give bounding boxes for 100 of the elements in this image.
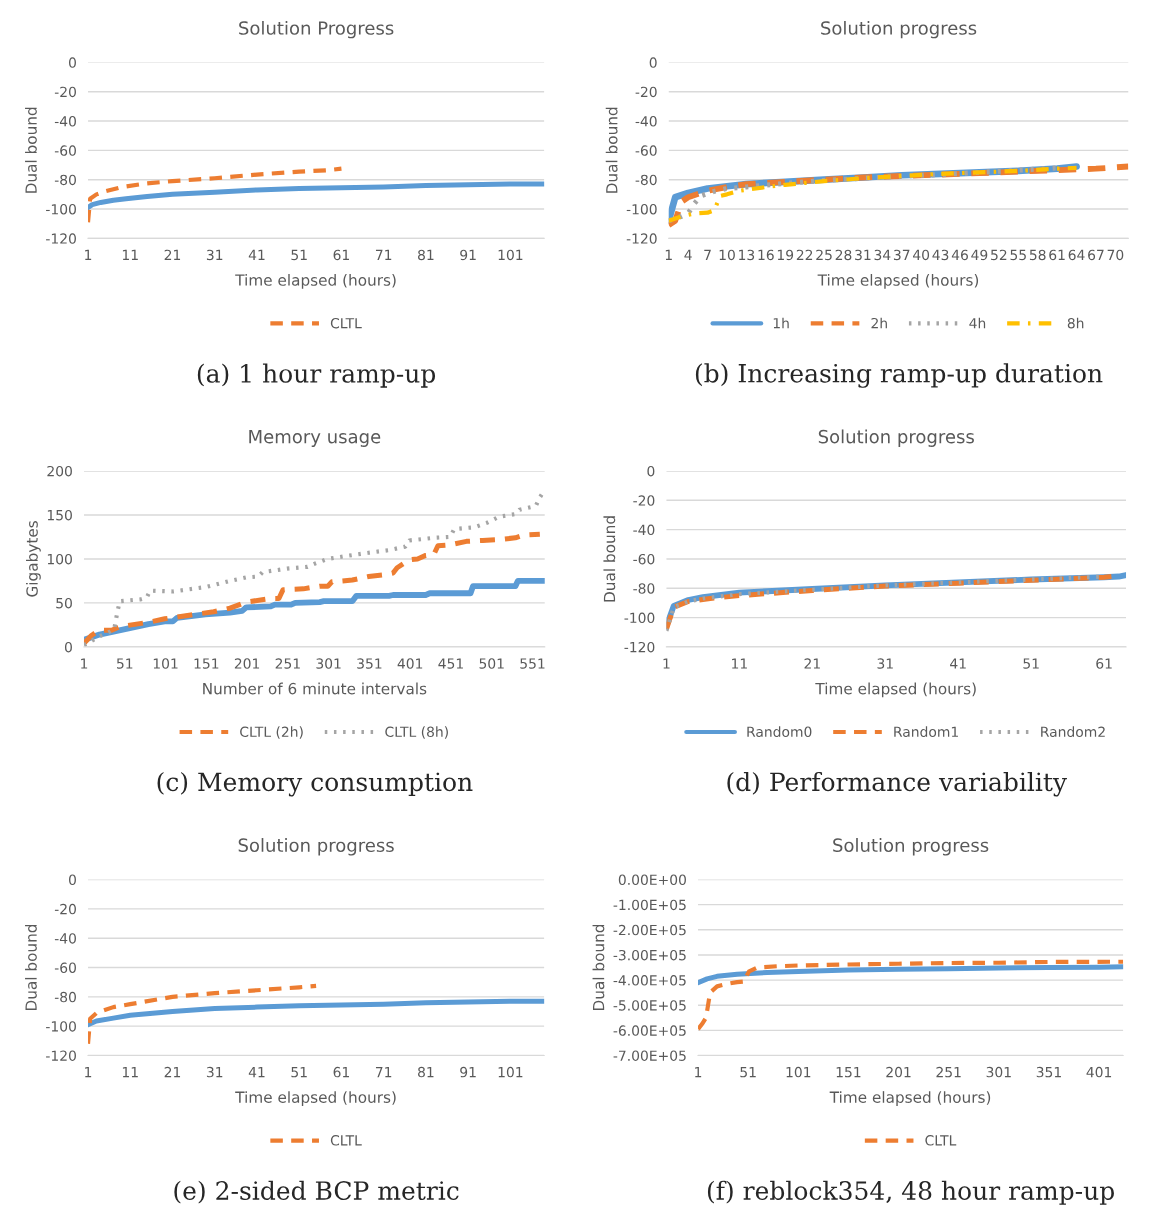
x-tick-label: 49: [971, 249, 988, 261]
y-tick-label: 0: [68, 57, 76, 68]
text: (b) Increasing ramp-up duration: [695, 363, 1103, 388]
y-tick-label: -100: [46, 1021, 76, 1032]
x-tick-label: 31: [206, 1066, 223, 1078]
y-tick-label: -2.00E+05: [613, 924, 686, 936]
legend-label: CLTL (2h): [240, 726, 303, 739]
x-tick-label: 71: [375, 249, 392, 260]
x-tick-label: 70: [1107, 249, 1124, 261]
chart-title: Solution progress: [238, 838, 394, 856]
x-tick-label: 64: [1068, 249, 1085, 261]
x-tick-label: 46: [951, 249, 968, 261]
x-tick-label: 34: [874, 249, 891, 261]
x-tick-label: 71: [375, 1067, 392, 1078]
y-tick-label: -20: [633, 495, 655, 506]
x-tick-label: 1: [663, 658, 670, 669]
x-tick-label: 51: [1023, 658, 1039, 669]
x-tick-label: 301: [316, 658, 341, 669]
y-tick-label: -20: [635, 86, 657, 98]
legend-label: Random0: [747, 726, 812, 738]
x-axis-title: Time elapsed (hours): [235, 274, 396, 289]
y-tick-label: -60: [54, 962, 76, 973]
y-tick-label: -80: [635, 174, 657, 186]
y-tick-label: -80: [54, 174, 76, 186]
x-tick-label: 31: [855, 249, 871, 261]
x-tick-label: 91: [460, 249, 476, 261]
x-tick-label: 251: [275, 658, 300, 669]
y-tick-label: -40: [54, 116, 76, 127]
y-tick-label: -4.00E+05: [613, 975, 686, 986]
x-tick-label: 28: [835, 249, 852, 261]
x-tick-label: 43: [932, 249, 949, 261]
y-tick-label: -100: [624, 612, 655, 624]
x-tick-label: 151: [836, 1067, 861, 1078]
x-tick-label: 351: [1036, 1066, 1061, 1078]
x-tick-label: 101: [786, 1066, 811, 1078]
x-tick-label: 11: [122, 249, 138, 260]
x-tick-label: 1: [85, 249, 92, 260]
y-tick-label: 0: [649, 57, 657, 68]
x-tick-label: 41: [248, 1067, 265, 1078]
y-axis-title: Dual bound: [603, 516, 616, 602]
y-tick-label: 0: [647, 465, 655, 477]
legend-label: 1h: [773, 317, 789, 329]
x-tick-label: 401: [1086, 1066, 1112, 1078]
x-tick-label: 1: [81, 658, 88, 669]
x-tick-label: 351: [357, 658, 382, 669]
legend-label: Random1: [894, 726, 958, 738]
x-tick-label: 61: [1049, 249, 1065, 261]
x-tick-label: 101: [498, 249, 523, 261]
chart-title: Solution Progress: [239, 20, 394, 39]
x-tick-label: 81: [418, 249, 434, 261]
x-tick-label: 16: [758, 249, 774, 261]
x-tick-label: 41: [248, 249, 265, 260]
y-tick-label: 50: [56, 597, 72, 609]
x-tick-label: 11: [732, 658, 747, 669]
x-tick-label: 51: [291, 1067, 307, 1078]
y-tick-label: -120: [626, 233, 657, 244]
x-axis-title: Time elapsed (hours): [829, 1091, 991, 1106]
legend-label: CLTL: [330, 317, 362, 329]
x-tick-label: 251: [936, 1066, 961, 1078]
x-tick-label: 21: [164, 1066, 181, 1078]
x-tick-label: 1: [85, 1067, 92, 1078]
line-series: [698, 959, 1124, 1032]
chart-title: Memory usage: [249, 430, 381, 447]
x-axis-title: Time elapsed (hours): [817, 274, 979, 289]
x-tick-label: 301: [986, 1066, 1011, 1078]
x-tick-label: 101: [153, 658, 178, 669]
text: (d) Performance variability: [727, 771, 1067, 797]
x-tick-label: 55: [1010, 249, 1026, 261]
y-axis-title: Dual bound: [25, 924, 37, 1011]
x-tick-label: 151: [194, 658, 219, 669]
y-tick-label: 200: [47, 465, 72, 477]
x-tick-label: 31: [206, 249, 223, 261]
text: (f) reblock354, 48 hour ramp-up: [707, 1180, 1114, 1205]
y-tick-label: -120: [46, 233, 76, 244]
x-tick-label: 19: [777, 249, 794, 261]
x-tick-label: 25: [816, 249, 832, 261]
line-series: [88, 166, 344, 225]
chart-title: Solution progress: [818, 429, 974, 447]
text: (e) 2-sided BCP metric: [174, 1180, 459, 1204]
x-tick-label: 51: [117, 658, 133, 669]
y-tick-label: -3.00E+05: [613, 949, 686, 961]
x-tick-label: 61: [1096, 658, 1112, 669]
x-tick-label: 551: [520, 658, 545, 669]
y-tick-label: -7.00E+05: [613, 1050, 686, 1061]
x-tick-label: 58: [1029, 249, 1046, 261]
x-tick-label: 451: [438, 658, 463, 669]
text: (a) 1 hour ramp-up: [197, 363, 436, 388]
x-axis-title: Time elapsed (hours): [235, 1091, 396, 1106]
y-tick-label: 150: [47, 509, 72, 521]
x-tick-label: 13: [739, 249, 755, 261]
x-tick-label: 7: [704, 249, 711, 260]
y-tick-label: -40: [633, 524, 655, 536]
y-tick-label: 100: [47, 553, 72, 565]
y-tick-label: -60: [635, 145, 657, 156]
x-tick-label: 81: [418, 1066, 434, 1078]
x-tick-label: 11: [122, 1067, 138, 1078]
x-tick-label: 401: [397, 658, 423, 669]
x-axis-title: Time elapsed (hours): [815, 682, 976, 698]
x-tick-label: 1: [665, 249, 672, 260]
x-tick-label: 67: [1088, 249, 1104, 261]
